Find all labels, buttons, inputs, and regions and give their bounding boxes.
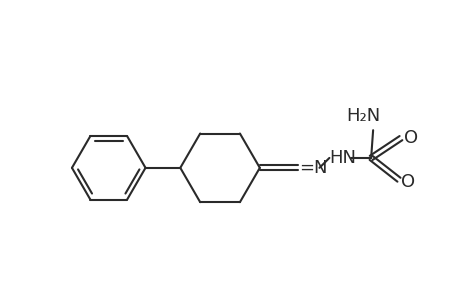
Text: O: O xyxy=(400,173,414,191)
Text: =N: =N xyxy=(299,159,327,177)
Text: HN: HN xyxy=(329,149,356,167)
Text: O: O xyxy=(403,129,417,147)
Text: H₂N: H₂N xyxy=(345,107,380,125)
